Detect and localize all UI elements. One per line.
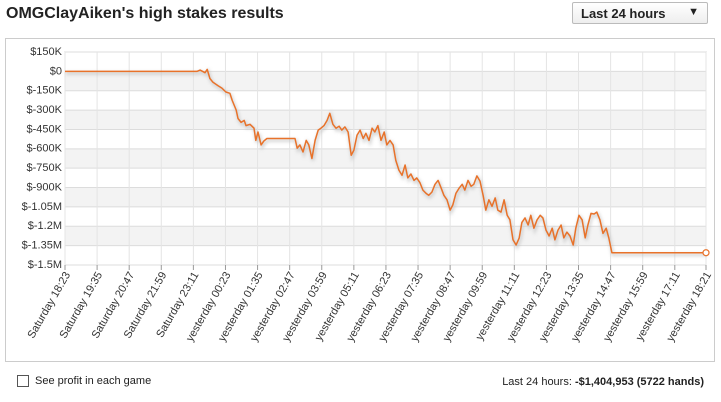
checkbox-label: See profit in each game xyxy=(35,375,152,387)
y-tick-label: $150K xyxy=(30,46,62,58)
y-tick-label: $-150K xyxy=(27,85,63,97)
y-tick-label: $-600K xyxy=(27,143,63,155)
checkbox-box xyxy=(17,375,29,387)
y-tick-label: $0 xyxy=(50,65,62,77)
y-tick-label: $-1.2M xyxy=(28,220,62,232)
chart-title: OMGClayAiken's high stakes results xyxy=(6,5,284,22)
period-dropdown[interactable]: Last 24 hours ▼ xyxy=(572,2,708,24)
y-tick-label: $-750K xyxy=(27,162,63,174)
y-tick-label: $-450K xyxy=(27,123,63,135)
line xyxy=(65,68,706,254)
y-tick-label: $-900K xyxy=(27,181,63,193)
chart-frame xyxy=(5,38,715,362)
y-tick-label: $-1.5M xyxy=(28,259,62,271)
summary-label: Last 24 hours: xyxy=(502,376,572,388)
summary: Last 24 hours: -$1,404,953 (5722 hands) xyxy=(502,376,704,388)
y-tick-label: $-1.35M xyxy=(22,240,62,252)
y-tick-label: $-300K xyxy=(27,104,63,116)
y-tick-label: $-1.05M xyxy=(22,201,62,213)
summary-value: -$1,404,953 (5722 hands) xyxy=(574,376,704,388)
profit-checkbox[interactable]: See profit in each game xyxy=(17,375,151,387)
end-marker xyxy=(702,249,710,257)
dropdown-label: Last 24 hours xyxy=(581,6,666,21)
dropdown-arrow: ▼ xyxy=(688,6,699,18)
